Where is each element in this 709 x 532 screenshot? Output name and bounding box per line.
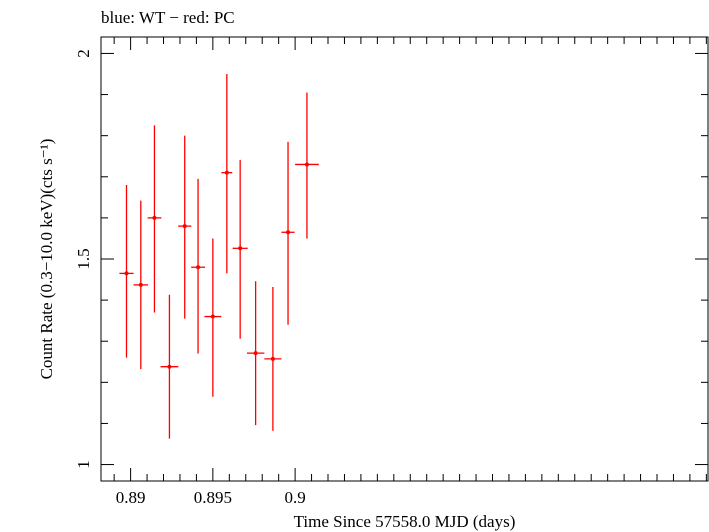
data-marker: [196, 265, 201, 270]
data-marker: [138, 282, 143, 287]
data-marker: [182, 224, 187, 229]
data-marker: [124, 271, 129, 276]
x-tick-label: 0.89: [116, 488, 146, 507]
data-point: [232, 159, 248, 339]
x-tick-label: 0.9: [284, 488, 305, 507]
data-point: [160, 294, 179, 439]
data-marker: [253, 351, 258, 356]
x-tick-label: 0.895: [194, 488, 232, 507]
data-marker: [224, 170, 229, 175]
data-point: [264, 286, 282, 431]
data-point: [221, 74, 233, 274]
data-point: [295, 92, 319, 239]
data-marker: [152, 215, 157, 220]
data-point: [119, 185, 134, 358]
data-point: [204, 238, 222, 397]
data-point: [178, 135, 192, 319]
data-marker: [286, 230, 291, 235]
axis-ticks: 0.89 0.895 0.9 1 1.5 2: [74, 37, 708, 507]
data-marker: [270, 356, 275, 361]
y-tick-label: 1.5: [74, 248, 93, 269]
data-point: [246, 281, 265, 426]
y-tick-label: 1: [74, 460, 93, 469]
data-point: [133, 200, 149, 370]
data-point: [281, 141, 295, 325]
data-point: [147, 125, 162, 313]
data-marker: [167, 364, 172, 369]
data-points: [119, 74, 319, 439]
x-axis-label: Time Since 57558.0 MJD (days): [294, 512, 516, 531]
header-legend-text: blue: WT − red: PC: [101, 8, 235, 27]
y-tick-label: 2: [74, 49, 93, 58]
plot-frame: [100, 36, 709, 482]
data-marker: [304, 162, 309, 167]
data-point: [191, 178, 205, 354]
data-marker: [210, 314, 215, 319]
y-axis-label: Count Rate (0.3−10.0 keV)(cts s⁻¹): [37, 139, 56, 380]
data-marker: [238, 246, 243, 251]
